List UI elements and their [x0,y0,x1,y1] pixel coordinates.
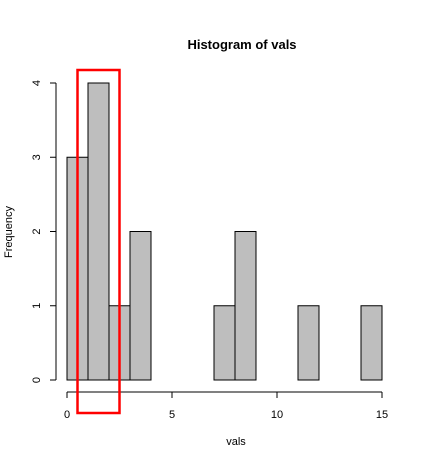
histogram-bar [129,231,152,381]
y-tick-label: 4 [31,80,43,86]
chart-title: Histogram of vals [187,37,296,52]
x-tick-label: 15 [376,409,388,421]
histogram-bar [213,305,236,381]
x-axis: 0 5 10 15 [64,391,388,421]
histogram-bar [87,82,110,381]
histogram-bar [234,231,257,381]
y-tick-label: 1 [31,303,43,309]
y-tick-label: 0 [31,377,43,383]
bars-group [66,82,383,381]
x-axis-label: vals [226,436,246,448]
y-axis-label: Frequency [3,206,15,258]
y-tick-label: 2 [31,228,43,234]
highlight-box [76,68,121,415]
y-tick-label: 3 [31,154,43,160]
x-tick-label: 0 [64,409,70,421]
histogram-bar [360,305,383,381]
x-tick-label: 5 [169,409,175,421]
histogram-bar [297,305,320,381]
y-axis: 0 1 2 3 4 [31,80,57,383]
x-tick-label: 10 [271,409,283,421]
